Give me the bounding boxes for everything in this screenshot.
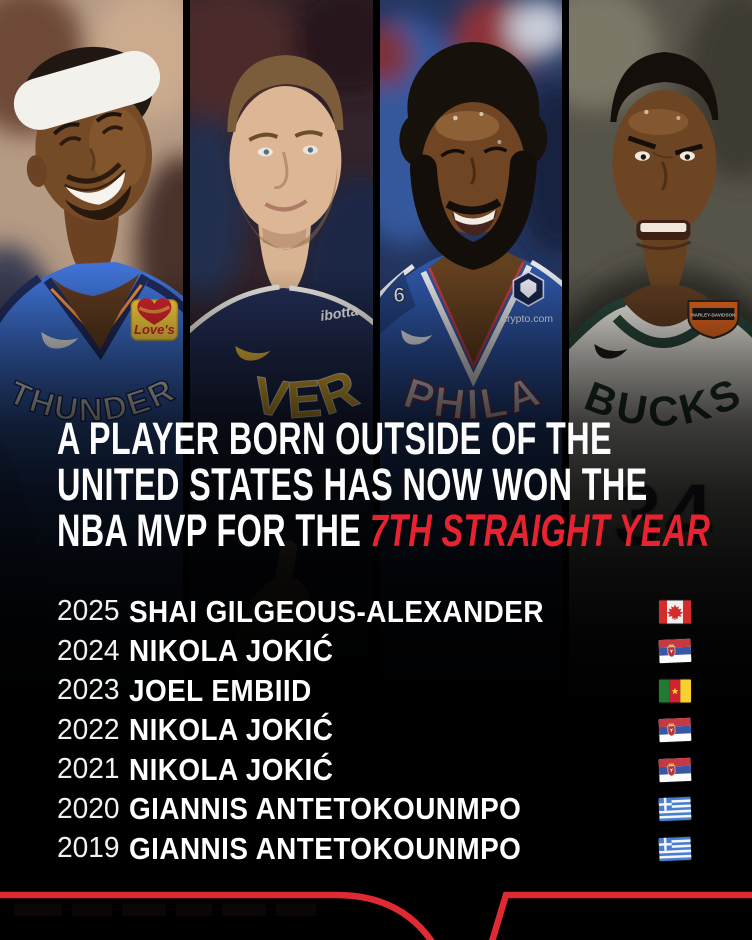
- mvp-row-2024: 2024 NIKOLA JOKIĆ: [0, 632, 752, 672]
- mvp-row-2023: 2023 JOEL EMBIID: [0, 671, 752, 711]
- mvp-year: 2019: [57, 832, 120, 865]
- mvp-row-2025: 2025 SHAI GILGEOUS-ALEXANDER: [0, 592, 752, 632]
- mvp-year: 2022: [57, 713, 120, 746]
- mvp-player-name: GIANNIS ANTETOKOUNMPO: [129, 791, 522, 827]
- flag-greece-icon: [658, 797, 692, 822]
- flag-serbia-icon: [658, 718, 692, 743]
- headline-line3-prefix: NBA MVP FOR THE: [57, 505, 362, 556]
- mvp-row-2022: 2022 NIKOLA JOKIĆ: [0, 711, 752, 751]
- crypto-patch: [512, 271, 544, 307]
- flag-canada-icon: [659, 600, 691, 624]
- mvp-year: 2025: [57, 595, 120, 628]
- loves-patch: Love's: [130, 298, 179, 341]
- mvp-player-name: JOEL EMBIID: [129, 672, 312, 708]
- flag-greece-icon: [658, 836, 692, 861]
- mvp-player-name: SHAI GILGEOUS-ALEXANDER: [129, 593, 544, 629]
- mvp-player-name: NIKOLA JOKIĆ: [129, 712, 334, 748]
- mvp-row-2019: 2019 GIANNIS ANTETOKOUNMPO: [0, 829, 752, 869]
- harley-patch-label: HARLEY-DAVIDSON: [692, 313, 737, 318]
- mvp-year: 2024: [57, 634, 120, 667]
- mvp-player-name: NIKOLA JOKIĆ: [129, 751, 334, 787]
- mvp-year: 2020: [57, 792, 120, 825]
- mvp-player-name: GIANNIS ANTETOKOUNMPO: [129, 830, 522, 866]
- player-head: [398, 42, 547, 270]
- loves-patch-label: Love's: [134, 322, 175, 337]
- flag-cameroon-icon: [659, 679, 691, 703]
- headline-line2: UNITED STATES HAS NOW WON THE: [57, 459, 648, 510]
- flag-serbia-icon: [658, 757, 692, 782]
- mvp-player-name: NIKOLA JOKIĆ: [129, 633, 334, 669]
- flag-serbia-icon: [658, 639, 692, 664]
- mvp-row-2021: 2021 NIKOLA JOKIĆ: [0, 750, 752, 790]
- headline-line3-highlight: 7TH STRAIGHT YEAR: [369, 505, 711, 556]
- headline: A PLAYER BORN OUTSIDE OF THE UNITED STAT…: [57, 416, 752, 554]
- mvp-row-2020: 2020 GIANNIS ANTETOKOUNMPO: [0, 790, 752, 830]
- mvp-year: 2021: [57, 753, 120, 786]
- headline-line1: A PLAYER BORN OUTSIDE OF THE: [57, 413, 612, 464]
- bleacher-report-logo-outline-icon: [0, 891, 752, 940]
- mvp-list: 2025 SHAI GILGEOUS-ALEXANDER 2024 NIKOLA…: [0, 592, 752, 869]
- crypto-patch-label: crypto.com: [501, 313, 553, 325]
- mvp-year: 2023: [57, 674, 120, 707]
- shoulder-number: 6: [393, 284, 405, 307]
